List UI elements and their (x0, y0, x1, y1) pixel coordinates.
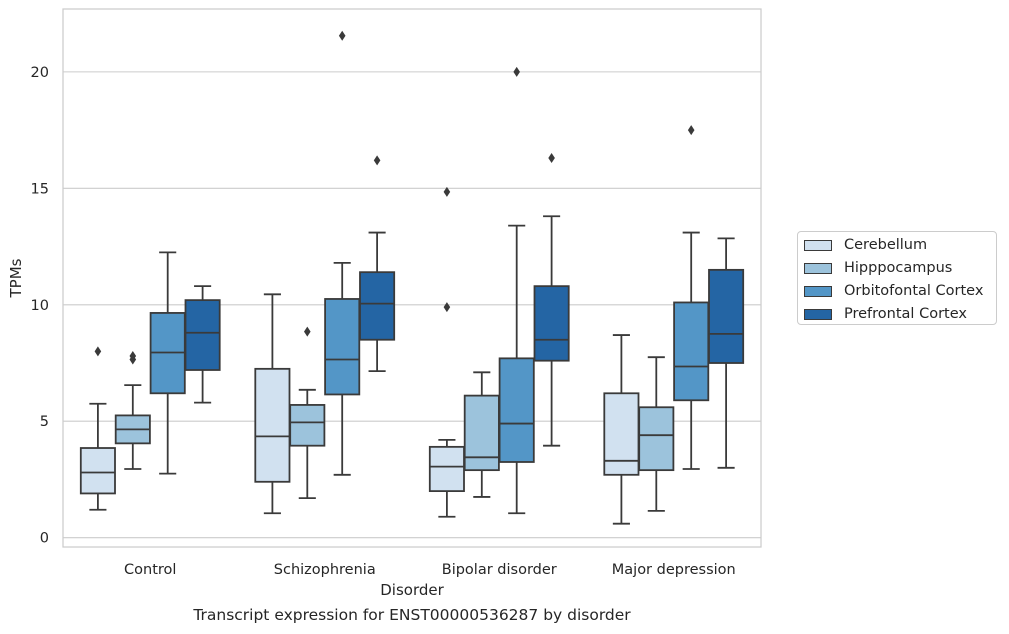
y-tick-labels: 0 5 10 15 20 (31, 65, 49, 547)
legend-swatch-hippocampus (804, 262, 832, 274)
x-tick-label: Schizophrenia (274, 562, 376, 578)
box-group (708, 237, 745, 469)
box-group (463, 371, 500, 498)
x-tick-labels: Control Schizophrenia Bipolar disorder Majo… (124, 562, 736, 578)
figure-caption: Transcript expression for ENST0000053628… (193, 606, 631, 624)
y-tick-label: 20 (31, 65, 49, 81)
legend-item-hippocampus: Hipppocampus (804, 258, 952, 278)
box-group (149, 251, 186, 475)
outlier-point (687, 125, 695, 136)
legend-label-cerebellum: Cerebellum (844, 237, 928, 253)
box-iqr (324, 298, 361, 396)
outlier-point (548, 153, 555, 164)
y-tick-label: 5 (40, 414, 49, 430)
legend-label-prefrontal: Prefrontal Cortex (844, 306, 967, 322)
outlier-point (338, 30, 346, 41)
box-group (79, 346, 116, 511)
x-axis-label: Disorder (380, 581, 444, 599)
box-iqr (498, 357, 535, 463)
box-group (114, 351, 151, 470)
box-group (184, 285, 221, 404)
legend-swatch-orbitofrontal (804, 285, 832, 297)
box-iqr (638, 406, 675, 472)
box-group (359, 155, 396, 373)
box-iqr (463, 394, 500, 472)
y-tick-label: 10 (31, 298, 49, 314)
legend-item-cerebellum: Cerebellum (804, 235, 927, 255)
outlier-point (443, 302, 451, 313)
x-tick-label: Control (124, 562, 176, 578)
box-group (289, 326, 326, 499)
legend-label-hippocampus: Hipppocampus (844, 260, 953, 276)
box-iqr (533, 285, 570, 362)
box-iqr (79, 447, 116, 495)
box-iqr (184, 299, 221, 371)
box-iqr (254, 367, 291, 483)
box-iqr (428, 445, 465, 493)
legend-swatch-cerebellum (804, 239, 832, 251)
legend-item-prefrontal: Prefrontal Cortex (804, 304, 967, 324)
outlier-point (304, 326, 311, 337)
outlier-point (373, 155, 381, 166)
box-group (638, 356, 675, 512)
outlier-point (129, 351, 137, 362)
outlier-point (513, 66, 520, 77)
outlier-point (94, 346, 102, 357)
box-group (498, 66, 535, 515)
box-iqr (359, 271, 396, 341)
y-tick-label: 15 (31, 181, 49, 197)
box-group (428, 186, 465, 518)
y-axis-label: TPMs (7, 258, 25, 298)
y-tick-label: 0 (40, 531, 49, 547)
box-iqr (289, 404, 326, 447)
box-marks (79, 30, 745, 525)
box-iqr (673, 301, 710, 402)
box-group (603, 334, 640, 525)
legend: Cerebellum Hipppocampus Orbitofontal Cor… (797, 231, 997, 325)
legend-label-orbitofrontal: Orbitofontal Cortex (844, 283, 984, 299)
box-group (533, 153, 570, 447)
box-iqr (603, 392, 640, 476)
legend-swatch-prefrontal (804, 308, 832, 320)
x-tick-label: Bipolar disorder (442, 562, 557, 578)
box-group (324, 30, 361, 476)
box-iqr (708, 268, 745, 364)
box-group (254, 293, 291, 515)
outlier-point (443, 186, 451, 197)
box-group (673, 125, 710, 470)
x-tick-label: Major depression (612, 562, 736, 578)
legend-item-orbitofrontal: Orbitofontal Cortex (804, 281, 983, 301)
